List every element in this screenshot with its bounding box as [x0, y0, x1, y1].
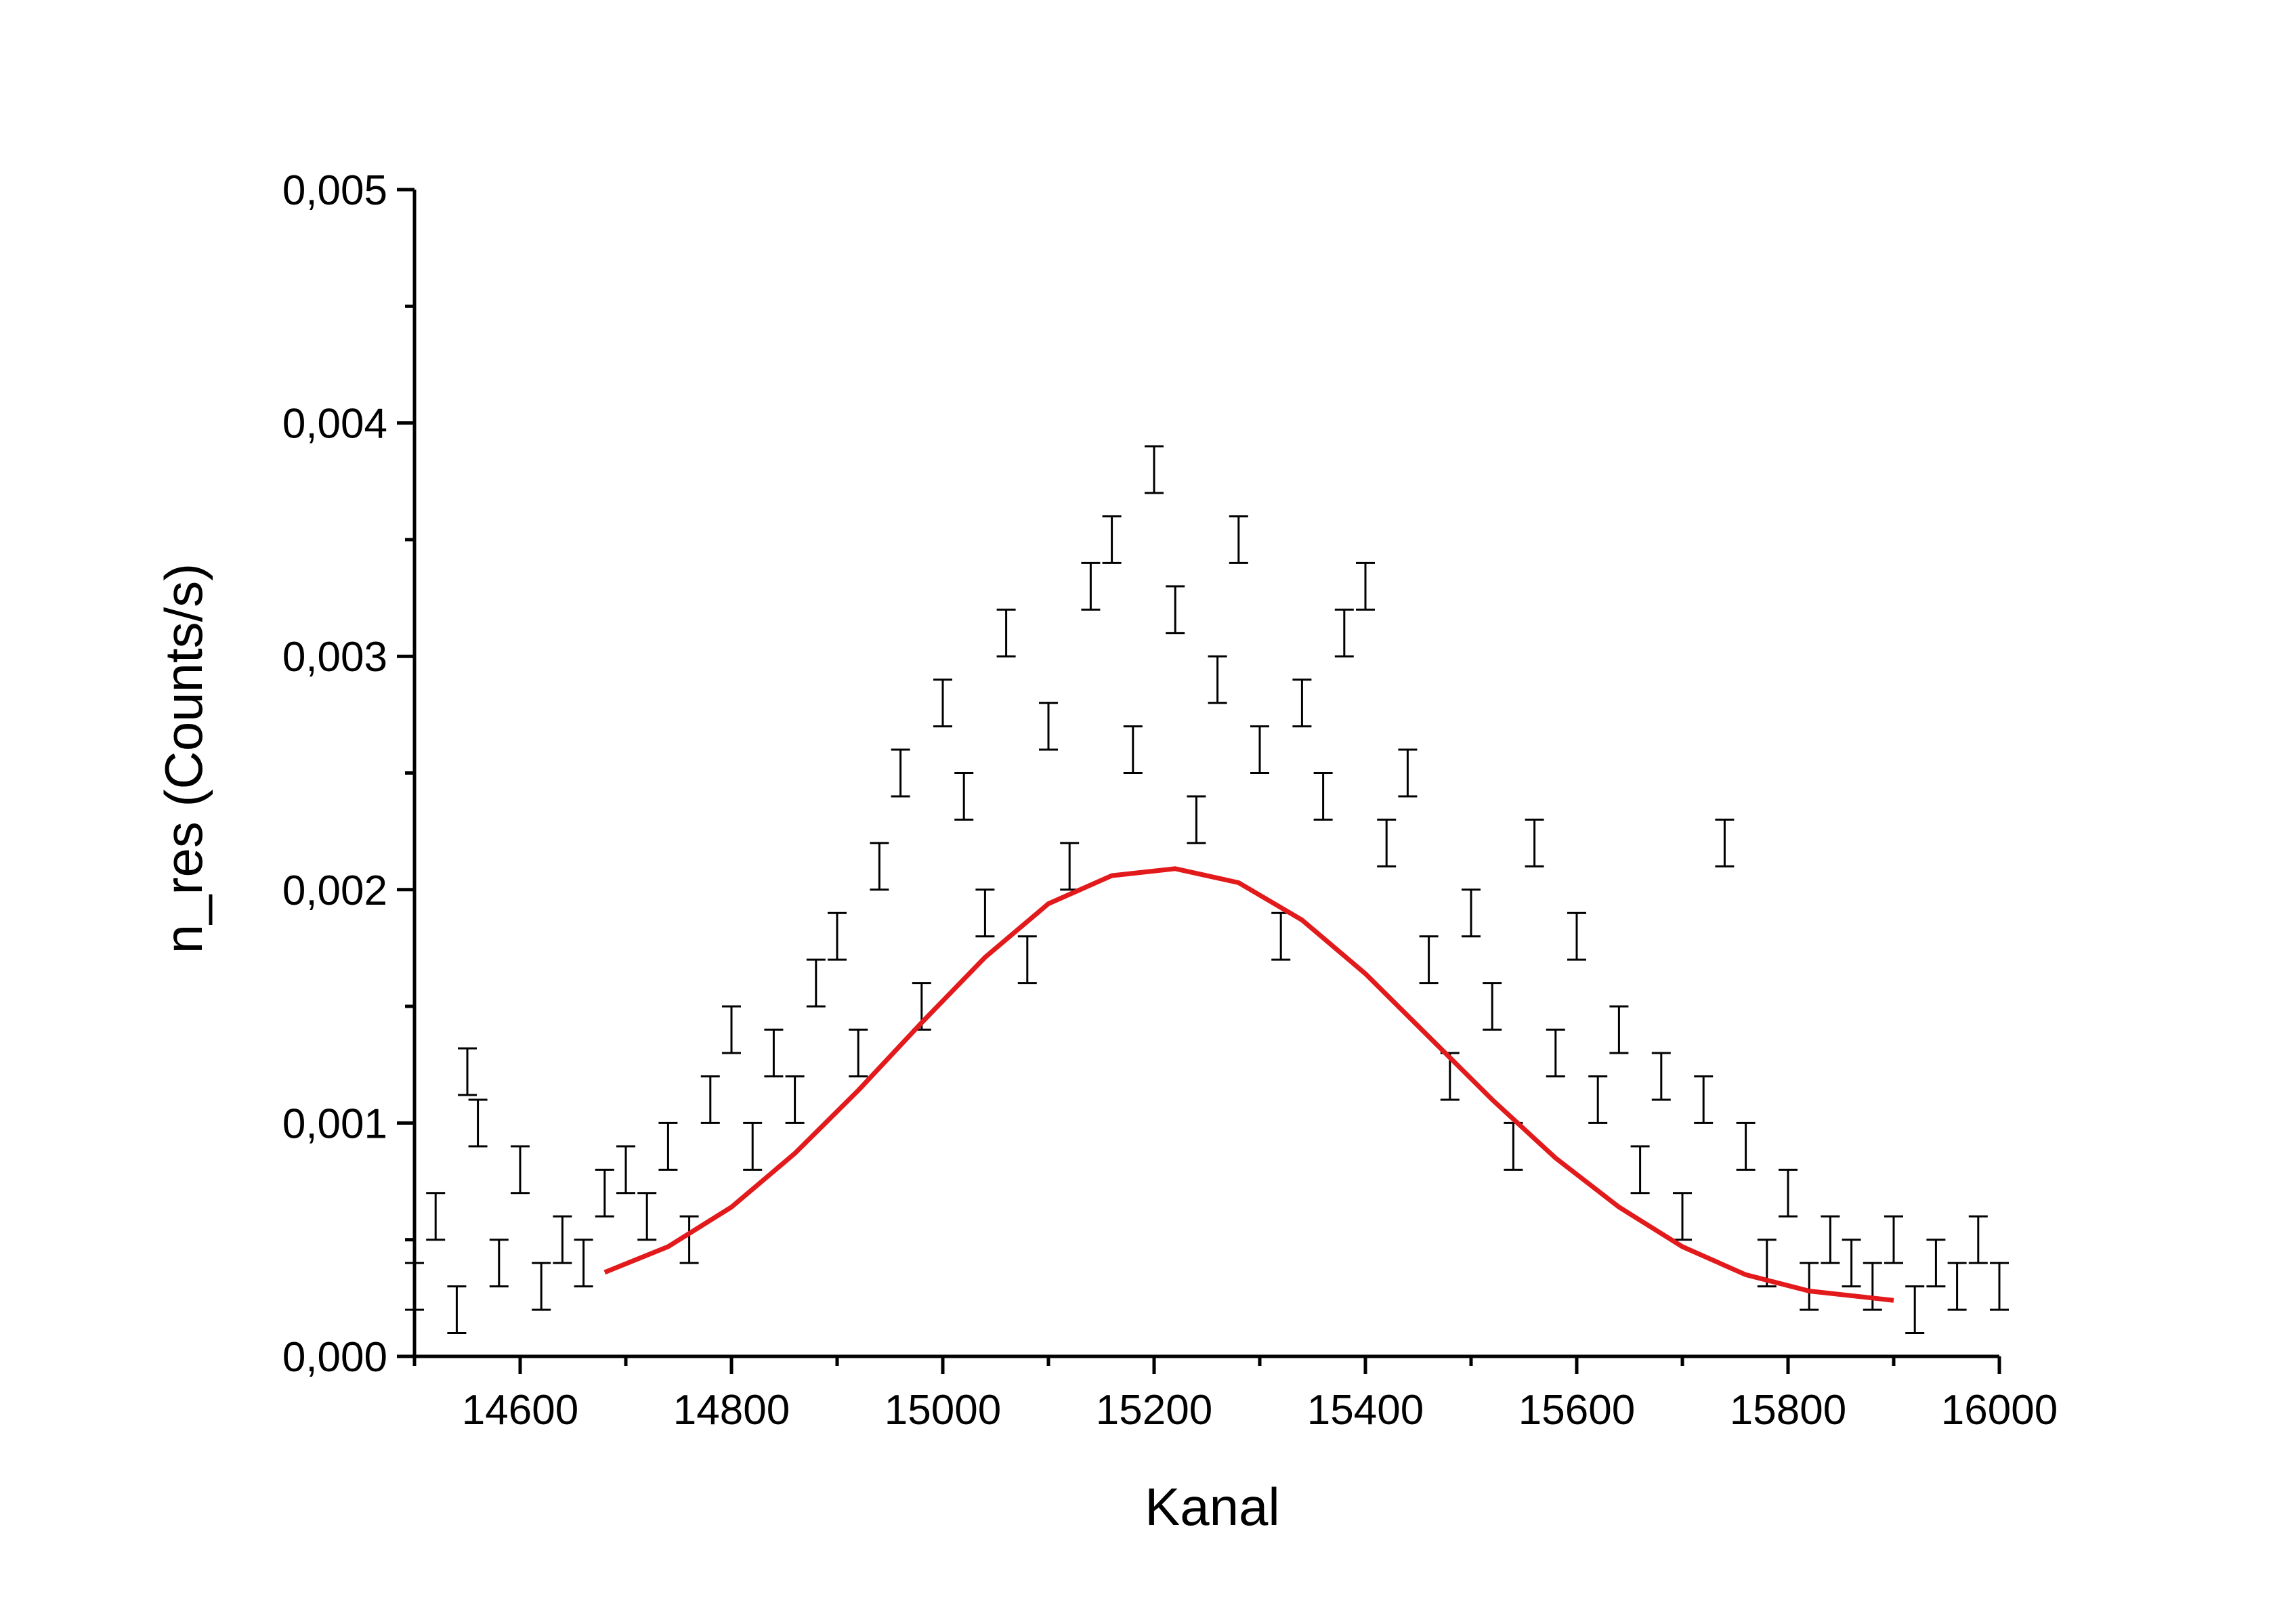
x-tick-label: 15600 [1518, 1387, 1635, 1434]
x-tick-label: 15400 [1307, 1387, 1424, 1434]
data-point [1356, 561, 1375, 611]
data-point [954, 772, 974, 821]
data-point [975, 888, 995, 938]
data-point [1060, 842, 1080, 891]
data-point [1208, 655, 1227, 704]
y-tick-label: 0,002 [282, 867, 387, 914]
y-tick-label: 0,001 [282, 1100, 387, 1147]
data-point [1715, 818, 1735, 867]
data-point [1567, 911, 1586, 961]
y-axis-title: n_res (Counts/s) [154, 563, 213, 954]
data-point [1630, 1145, 1650, 1195]
data-point [1250, 725, 1269, 774]
data-point [1779, 1168, 1798, 1218]
data-point [1229, 515, 1248, 564]
data-point [1166, 585, 1185, 635]
x-axis: 14600 14800 15000 15200 15400 15600 15800 16000 [412, 1354, 2058, 1434]
y-axis: 0,000 0,001 0,002 0,003 0,004 0,005 [282, 167, 417, 1381]
x-tick-label: 15000 [885, 1387, 1001, 1434]
data-point [1462, 888, 1481, 938]
y-tick-label: 0,003 [282, 634, 387, 681]
data-point [574, 1239, 593, 1288]
x-tick-label: 14600 [462, 1387, 578, 1434]
data-point [426, 1192, 446, 1241]
data-point [1102, 515, 1122, 564]
data-point [1145, 445, 1164, 494]
data-point [595, 1168, 614, 1218]
data-point [828, 911, 847, 961]
data-point [1334, 608, 1354, 658]
x-tick-label: 16000 [1941, 1387, 2058, 1434]
y-tick-label: 0,004 [282, 401, 387, 448]
data-point [1821, 1215, 1840, 1264]
data-point [996, 608, 1016, 658]
data-point [1694, 1075, 1714, 1124]
data-point [1947, 1262, 1967, 1311]
data-point [1525, 818, 1544, 867]
data-point [933, 679, 952, 728]
data-point [1673, 1192, 1692, 1241]
data-point [785, 1075, 805, 1124]
data-point [616, 1145, 635, 1195]
data-point [1271, 911, 1291, 961]
data-point [489, 1239, 509, 1288]
data-point [1398, 748, 1418, 798]
data-point [1863, 1262, 1882, 1311]
data-point [1609, 1005, 1629, 1054]
data-point [637, 1192, 657, 1241]
data-point [1546, 1029, 1565, 1077]
data-point [700, 1075, 720, 1124]
data-point [1483, 982, 1502, 1031]
data-point [1926, 1239, 1946, 1288]
data-point [447, 1285, 467, 1335]
data-point [1588, 1075, 1608, 1124]
data-point [1842, 1239, 1861, 1288]
data-point [1800, 1262, 1819, 1311]
x-tick-label: 15800 [1730, 1387, 1846, 1434]
data-point [658, 1121, 678, 1171]
x-tick-label: 14800 [673, 1387, 790, 1434]
y-tick-label: 0,005 [282, 167, 387, 214]
data-point [806, 958, 826, 1008]
data-point [891, 748, 910, 798]
data-point [468, 1098, 488, 1148]
data-point [532, 1262, 551, 1311]
data-point [1990, 1262, 2009, 1311]
data-point [1081, 561, 1101, 611]
x-tick-label: 15200 [1096, 1387, 1212, 1434]
x-axis-title: Kanal [1145, 1477, 1280, 1537]
data-point [722, 1005, 741, 1054]
data-point [458, 1047, 477, 1096]
data-point [1123, 725, 1143, 774]
data-point [743, 1121, 763, 1171]
data-point [1651, 1052, 1671, 1101]
data-point [1377, 818, 1397, 867]
data-point [553, 1215, 572, 1264]
data-point [764, 1029, 784, 1077]
plot-area [405, 445, 2009, 1335]
data-point [1905, 1285, 1925, 1335]
data-point [1017, 935, 1037, 985]
data-point [1884, 1215, 1903, 1264]
data-point [1504, 1121, 1523, 1171]
data-point [1736, 1121, 1756, 1171]
data-point [1039, 702, 1058, 751]
data-point [1187, 795, 1206, 844]
data-point [1968, 1215, 1988, 1264]
data-point [679, 1215, 699, 1264]
data-point [849, 1029, 868, 1077]
data-point [1313, 772, 1333, 821]
data-point [1419, 935, 1439, 985]
data-point [1292, 679, 1312, 728]
data-point [511, 1145, 530, 1195]
fit-curve [603, 866, 1894, 1303]
data-point [870, 842, 889, 891]
y-tick-label: 0,000 [282, 1334, 387, 1381]
